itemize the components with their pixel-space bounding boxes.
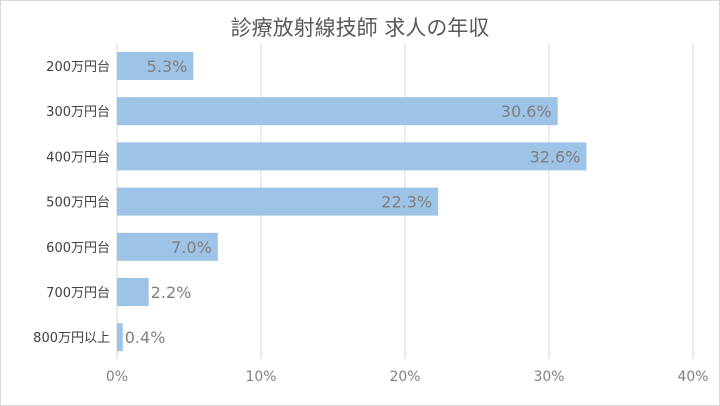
data-label: 7.0%	[171, 238, 212, 257]
x-tick-label: 20%	[389, 369, 420, 385]
chart-title: 診療放射線技師 求人の年収	[231, 16, 490, 40]
category-label: 600万円台	[46, 241, 110, 256]
data-label: 30.6%	[501, 102, 552, 121]
bar	[117, 142, 587, 171]
data-label: 22.3%	[381, 193, 432, 212]
x-tick-label: 40%	[677, 369, 708, 385]
bar	[117, 278, 149, 306]
bar	[117, 323, 123, 352]
data-label: 32.6%	[530, 147, 581, 166]
category-labels: 200万円台 300万円台 400万円台 500万円台 600万円台 700万円台 800万…	[33, 60, 110, 346]
x-tick-labels: 0% 10% 20% 30% 40%	[106, 369, 709, 385]
data-label: 5.3%	[147, 57, 188, 76]
bar	[117, 52, 194, 80]
bar	[117, 232, 218, 261]
bar	[117, 187, 439, 216]
category-label: 200万円台	[46, 60, 110, 75]
x-tick-label: 0%	[106, 369, 128, 385]
category-label: 500万円台	[46, 196, 110, 211]
x-tick-label: 10%	[245, 369, 276, 385]
data-labels: 5.3% 30.6% 32.6% 22.3% 7.0% 2.2% 0.4%	[125, 57, 581, 347]
category-label: 700万円台	[46, 286, 110, 301]
category-label: 300万円台	[46, 105, 110, 120]
bar	[117, 97, 558, 126]
x-tick-label: 30%	[533, 369, 564, 385]
bars	[117, 52, 587, 352]
category-label: 400万円台	[46, 150, 110, 165]
data-label: 2.2%	[151, 283, 192, 302]
data-label: 0.4%	[125, 328, 166, 347]
category-label: 800万円以上	[33, 331, 110, 346]
